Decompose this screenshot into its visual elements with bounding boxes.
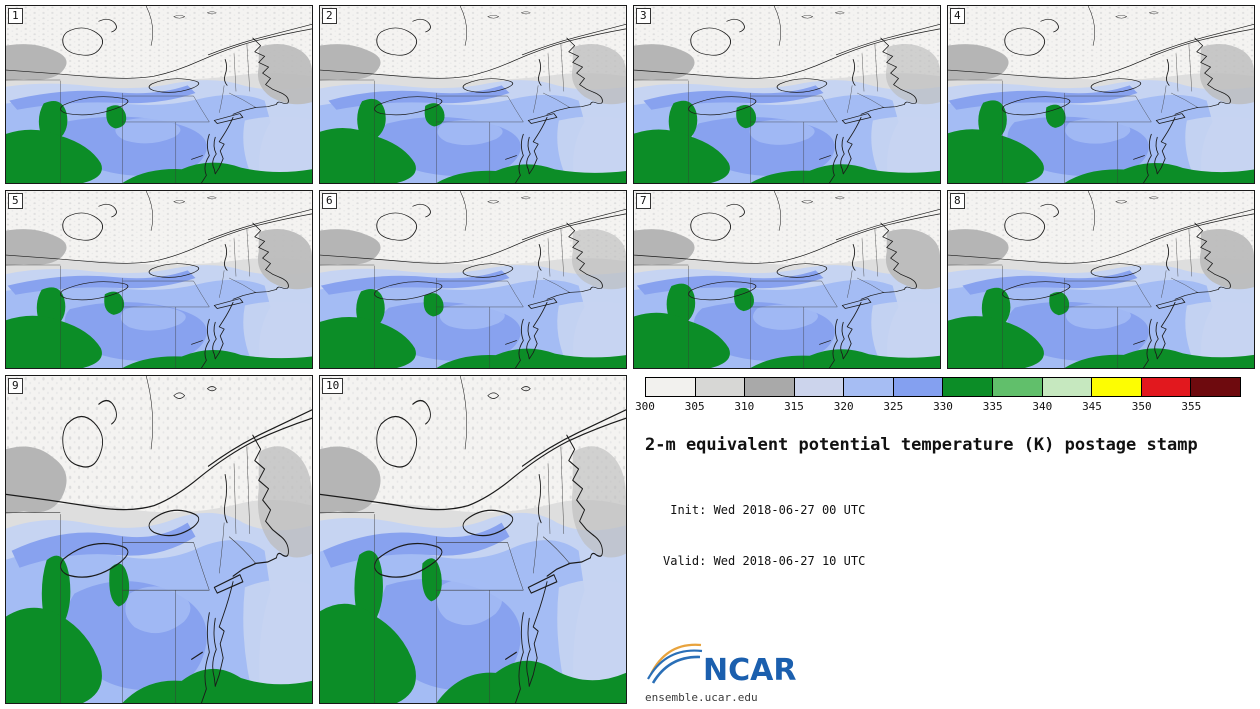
- map-panel: 7: [633, 190, 941, 369]
- theta-e-map: [320, 376, 626, 703]
- map-panel: 1: [5, 5, 313, 184]
- valid-time: Valid: Wed 2018-06-27 10 UTC: [663, 554, 866, 568]
- colorbar-segment: [793, 377, 845, 397]
- theta-e-map: [6, 6, 312, 183]
- logo-arc-blue-1: [647, 649, 703, 680]
- map-panel: 4: [947, 5, 1255, 184]
- theta-e-map: [634, 6, 940, 183]
- colorbar-tick-label: 320: [833, 400, 854, 413]
- map-panel: 3: [633, 5, 941, 184]
- colorbar-tick-label: 335: [982, 400, 1003, 413]
- site-url: ensemble.ucar.edu: [645, 691, 758, 704]
- colorbar-tick-label: 305: [684, 400, 705, 413]
- panel-number: 1: [8, 8, 23, 24]
- colorbar-segment: [1140, 377, 1192, 397]
- colorbar-segment: [645, 377, 696, 397]
- logo-arc-blue-2: [651, 655, 701, 684]
- colorbar-tick-label: 330: [933, 400, 953, 413]
- colorbar-segment: [1041, 377, 1093, 397]
- colorbar-segment: [1190, 377, 1241, 397]
- map-container: [320, 376, 626, 703]
- colorbar-tick-label: 350: [1131, 400, 1152, 413]
- colorbar-segment: [942, 377, 994, 397]
- map-container: [634, 191, 940, 368]
- logo-arc-orange: [650, 643, 702, 675]
- map-container: [320, 6, 626, 183]
- panel-number: 2: [322, 8, 337, 24]
- map-panel: 10: [319, 375, 627, 704]
- colorbar-tick-label: 300: [635, 400, 655, 413]
- colorbar-segment: [992, 377, 1043, 397]
- panel-number: 3: [636, 8, 651, 24]
- ncar-logo-text: NCAR: [703, 653, 796, 686]
- map-panel: 9: [5, 375, 313, 704]
- colorbar-tick-label: 355: [1181, 400, 1202, 413]
- panel-number: 4: [950, 8, 965, 24]
- map-container: [948, 191, 1254, 368]
- map-panel: 8: [947, 190, 1255, 369]
- colorbar-labels: 300 305 310 315 320 325 330 335 340 345 350 355: [635, 400, 1241, 415]
- map-container: [6, 376, 312, 703]
- colorbar-segment: [843, 377, 894, 397]
- panel-number: 7: [636, 193, 651, 209]
- map-panel: 2: [319, 5, 627, 184]
- init-time: Init: Wed 2018-06-27 00 UTC: [663, 503, 866, 517]
- init-valid-times: Init: Wed 2018-06-27 00 UTC Valid: Wed 2…: [645, 468, 1241, 604]
- map-container: [948, 6, 1254, 183]
- map-container: [320, 191, 626, 368]
- map-container: [634, 6, 940, 183]
- colorbar-tick-label: 325: [883, 400, 904, 413]
- plot-title: 2-m equivalent potential temperature (K)…: [645, 435, 1198, 455]
- panel-number: 9: [8, 378, 23, 394]
- theta-e-map: [6, 376, 312, 703]
- colorbar-tick-label: 345: [1082, 400, 1102, 413]
- colorbar-segment: [892, 377, 944, 397]
- map-panel: 6: [319, 190, 627, 369]
- map-container: [6, 6, 312, 183]
- theta-e-map: [948, 191, 1254, 368]
- panel-number: 6: [322, 193, 337, 209]
- theta-e-map: [634, 191, 940, 368]
- theta-e-map: [6, 191, 312, 368]
- colorbar-tick-label: 340: [1032, 400, 1053, 413]
- colorbar-segment: [694, 377, 746, 397]
- ncar-logo: NCAR ensemble.ucar.edu: [645, 638, 1241, 704]
- colorbar-tick-label: 310: [734, 400, 755, 413]
- ncar-logo-graphic: NCAR: [647, 643, 796, 688]
- colorbar-tick-label: 315: [784, 400, 804, 413]
- panel-number: 10: [322, 378, 344, 394]
- map-container: [6, 191, 312, 368]
- colorbar-segment: [744, 377, 795, 397]
- colorbar: [645, 377, 1241, 397]
- theta-e-map: [320, 6, 626, 183]
- theta-e-map: [320, 191, 626, 368]
- legend-cell: 300 305 310 315 320 325 330 335 340 345 350 355 2-m…: [633, 375, 1255, 704]
- colorbar-segment: [1091, 377, 1142, 397]
- map-panel: 5: [5, 190, 313, 369]
- theta-e-map: [948, 6, 1254, 183]
- panel-number: 8: [950, 193, 965, 209]
- panel-number: 5: [8, 193, 23, 209]
